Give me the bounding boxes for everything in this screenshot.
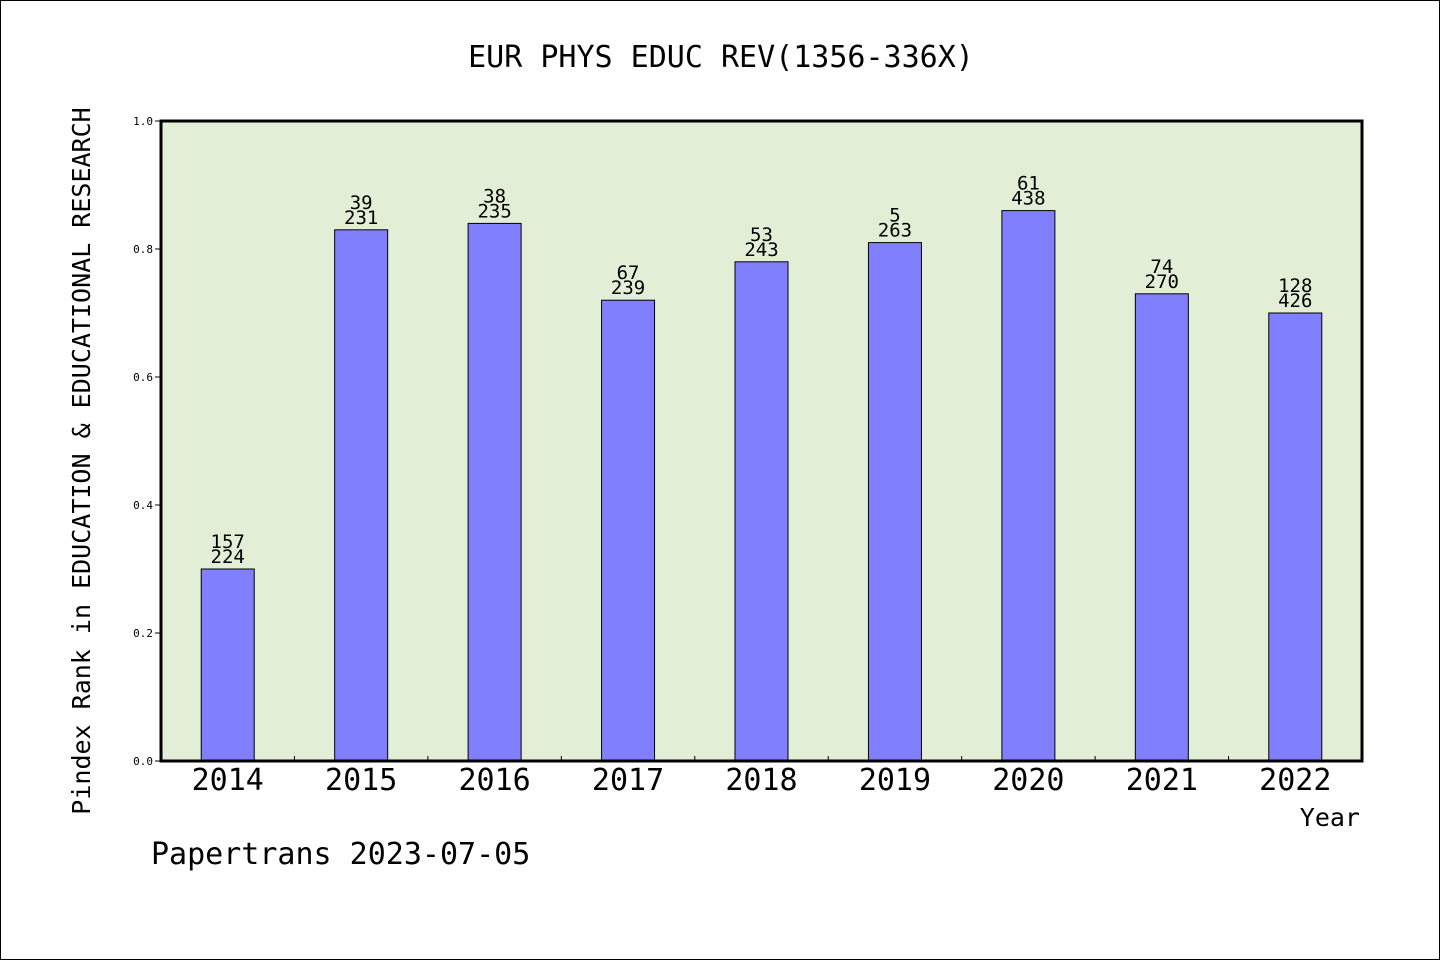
y-tick-label: 0.2 bbox=[133, 627, 153, 640]
bar-total-label: 231 bbox=[344, 207, 378, 229]
bar-total-label: 263 bbox=[878, 220, 912, 242]
x-axis-label: Year bbox=[1300, 803, 1360, 832]
bar-2015 bbox=[334, 229, 389, 762]
y-tick-label: 0.0 bbox=[133, 755, 153, 768]
bar-2021 bbox=[1134, 293, 1189, 762]
x-tick-label: 2021 bbox=[1126, 763, 1198, 798]
y-tick-label: 0.6 bbox=[133, 371, 153, 384]
x-tick-label: 2020 bbox=[992, 763, 1064, 798]
bar-total-label: 239 bbox=[611, 277, 645, 299]
bar-total-label: 224 bbox=[211, 546, 245, 568]
y-tick-label: 1.0 bbox=[133, 115, 153, 128]
bar-2020 bbox=[1001, 210, 1056, 762]
bar-rank-label: 5 bbox=[889, 205, 900, 227]
x-tick-label: 2017 bbox=[592, 763, 664, 798]
y-axis-ticks: 0.0 0.2 0.4 0.6 0.8 1.0 bbox=[133, 115, 161, 768]
bar-rank-label: 53 bbox=[750, 224, 773, 246]
bar-rank-label: 157 bbox=[211, 531, 245, 553]
y-axis-label: Pindex Rank in EDUCATION & EDUCATIONAL R… bbox=[67, 107, 96, 814]
bar-2019 bbox=[867, 242, 922, 762]
footer-credit: Papertrans 2023-07-05 bbox=[151, 837, 530, 872]
plot-border bbox=[159, 119, 1364, 763]
bar-rank-label: 38 bbox=[483, 185, 506, 207]
bar-total-label: 438 bbox=[1011, 188, 1045, 210]
bar-2018 bbox=[734, 261, 789, 762]
chart-title: EUR PHYS EDUC REV(1356-336X) bbox=[468, 40, 974, 75]
bar-rank-label: 74 bbox=[1150, 256, 1173, 278]
bar-rank-label: 39 bbox=[350, 192, 373, 214]
bar-total-label: 426 bbox=[1278, 290, 1312, 312]
bar-rank-label: 128 bbox=[1278, 275, 1312, 297]
bar-total-label: 243 bbox=[744, 239, 778, 261]
x-tick-label: 2016 bbox=[458, 763, 530, 798]
x-tick-label: 2014 bbox=[192, 763, 264, 798]
x-tick-label: 2019 bbox=[859, 763, 931, 798]
bar-2016 bbox=[467, 222, 522, 762]
y-tick-label: 0.4 bbox=[133, 499, 153, 512]
bar-total-label: 270 bbox=[1145, 271, 1179, 293]
x-tick-label: 2018 bbox=[725, 763, 797, 798]
bar-total-label: 235 bbox=[477, 200, 511, 222]
bar-rank-label: 67 bbox=[617, 262, 640, 284]
y-tick-label: 0.8 bbox=[133, 243, 153, 256]
x-axis-ticks: 2014 2015 2016 2017 2018 2019 2020 2021 2022 bbox=[192, 756, 1331, 798]
bar-rank-label: 61 bbox=[1017, 173, 1040, 195]
bar-2022 bbox=[1268, 312, 1323, 762]
bar-2014 bbox=[200, 568, 255, 762]
x-tick-label: 2022 bbox=[1259, 763, 1331, 798]
x-tick-label: 2015 bbox=[325, 763, 397, 798]
bar-2017 bbox=[601, 299, 656, 762]
